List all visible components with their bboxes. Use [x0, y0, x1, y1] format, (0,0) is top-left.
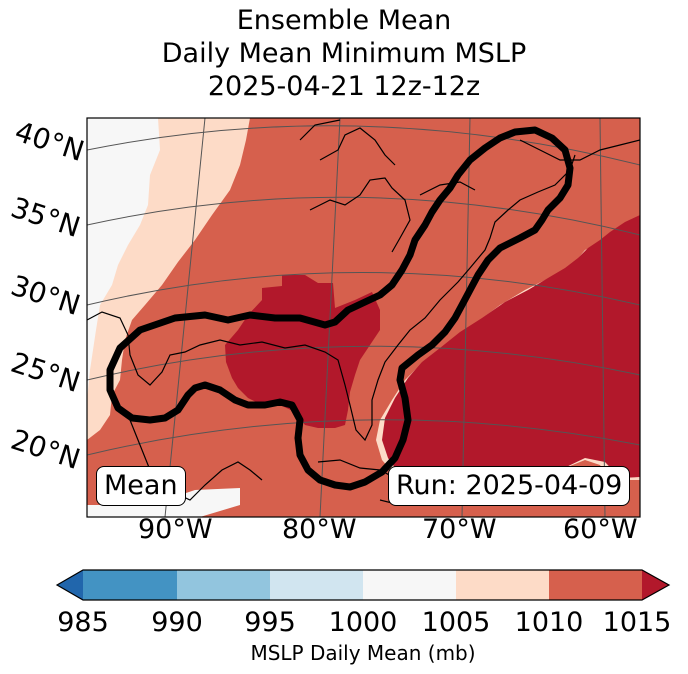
field-1000-1005 — [87, 118, 160, 400]
colorbar-extend-low — [57, 570, 83, 600]
colorbar-segment-990-995 — [177, 570, 270, 600]
graticule — [87, 118, 640, 517]
lon-label-70w: 70°W — [422, 514, 497, 545]
mean-badge: Mean — [96, 466, 186, 506]
lon-label-80w: 80°W — [282, 514, 357, 545]
colorbar-tick-985: 985 — [57, 607, 109, 638]
colorbar-segment-1000-1005 — [363, 570, 456, 600]
title-line-3: 2025-04-21 12z-12z — [207, 71, 481, 102]
colorbar-tick-995: 995 — [244, 607, 296, 638]
colorbar-tick-1015: 1015 — [602, 607, 672, 638]
colorbar-tick-990: 990 — [151, 607, 203, 638]
mean-contour — [106, 126, 574, 491]
run-date-badge: Run: 2025-04-09 — [388, 466, 631, 506]
colorbar-tick-1000: 1000 — [328, 607, 398, 638]
colorbar-segment-995-1000 — [270, 570, 363, 600]
colorbar-segment-1010-1015 — [549, 570, 642, 600]
title-line-2: Daily Mean Minimum MSLP — [161, 38, 527, 69]
colorbar-tick-1010: 1010 — [514, 607, 584, 638]
lon-label-60w: 60°W — [563, 514, 638, 545]
map-frame — [86, 117, 641, 518]
coastlines — [87, 119, 640, 506]
field-above-1015-atlantic — [382, 215, 640, 496]
colorbar-tick-1005: 1005 — [421, 607, 491, 638]
colorbar-label: MSLP Daily Mean (mb) — [250, 641, 476, 665]
title-line-1: Ensemble Mean — [236, 5, 452, 36]
colorbar-segment-985-990 — [83, 570, 177, 600]
lon-label-90w: 90°W — [138, 514, 213, 545]
mslp-field — [87, 118, 640, 517]
colorbar — [55, 569, 671, 601]
colorbar-segment-1005-1010 — [456, 570, 549, 600]
colorbar-extend-high — [642, 570, 669, 600]
